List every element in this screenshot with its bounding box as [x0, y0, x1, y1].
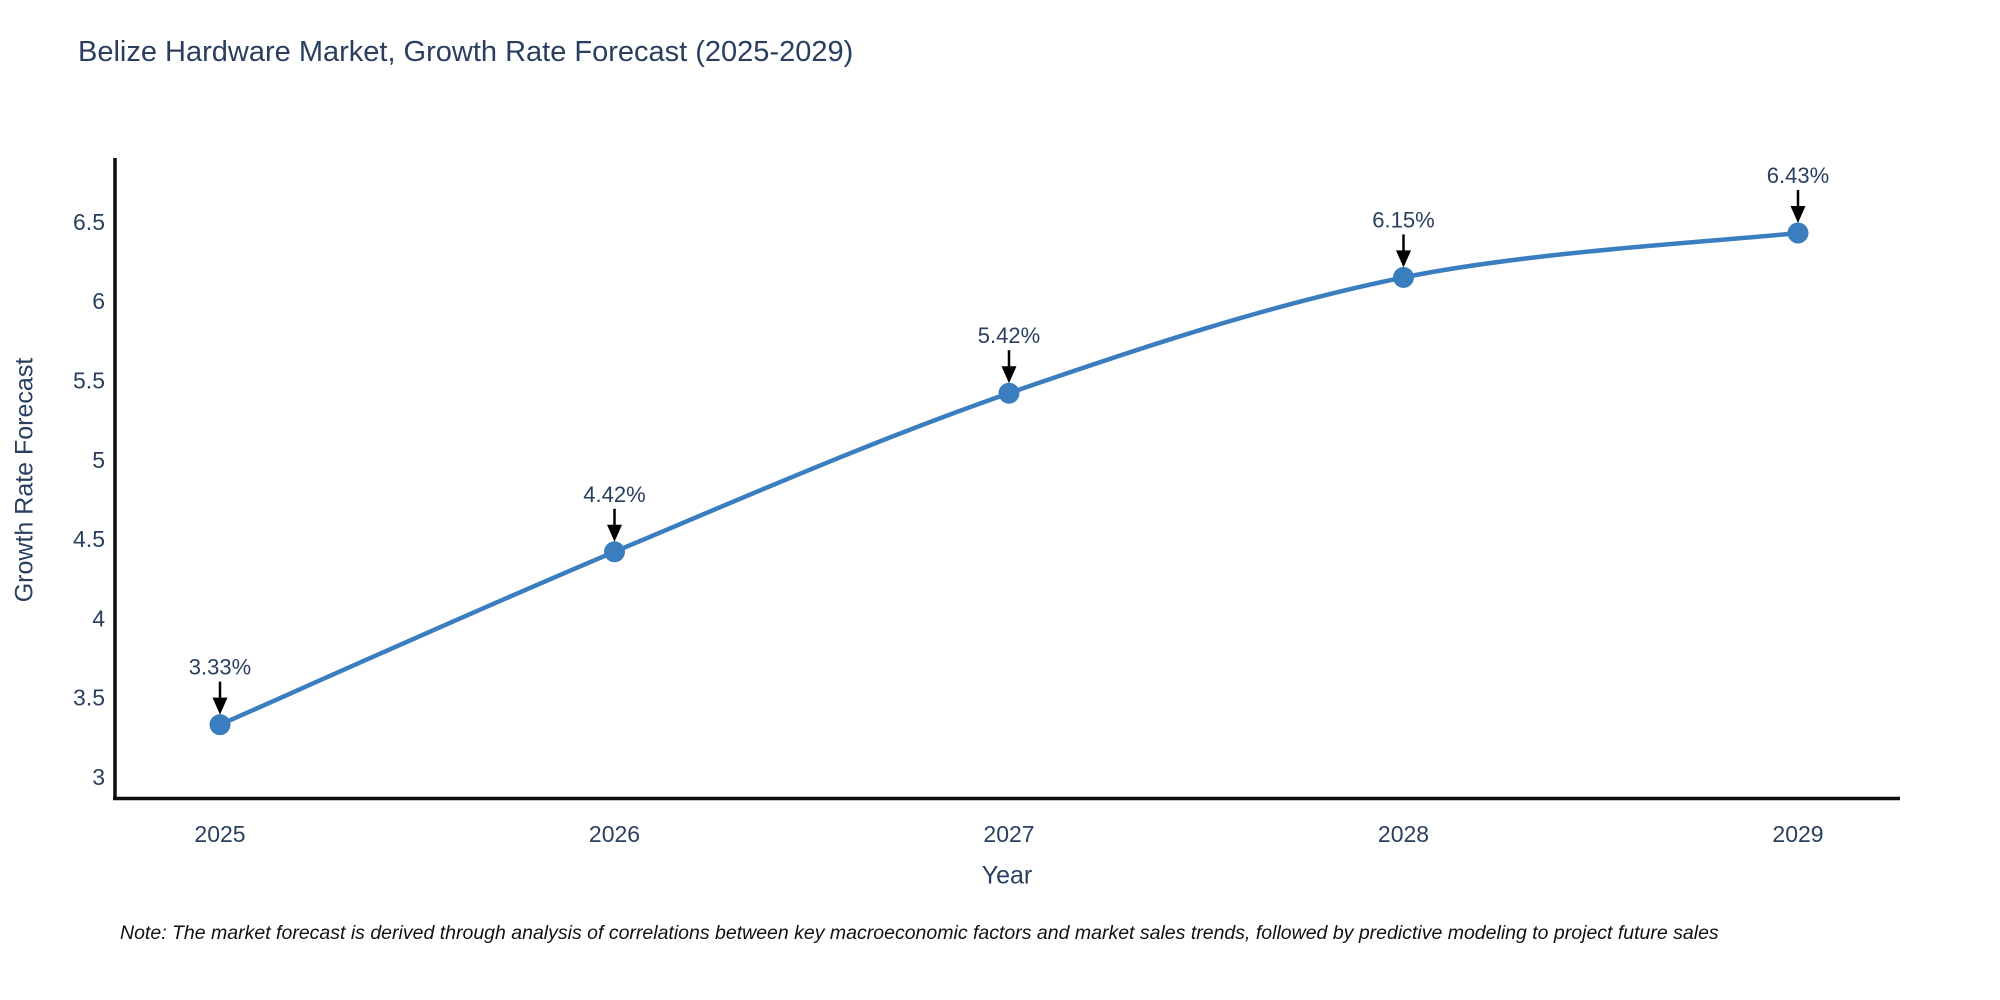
y-tick-label: 6 — [92, 288, 105, 314]
x-tick-label: 2028 — [1378, 821, 1429, 847]
x-tick-label: 2026 — [589, 821, 640, 847]
annotation-arrow-head-icon — [212, 697, 228, 715]
point-annotation-label: 4.42% — [583, 482, 645, 507]
point-annotation-label: 3.33% — [189, 655, 251, 680]
y-tick-labels: 3 3.5 4 4.5 5 5.5 6 6.5 — [73, 209, 105, 790]
point-annotation-label: 5.42% — [978, 323, 1040, 348]
point-annotation-label: 6.15% — [1372, 207, 1434, 232]
y-tick-label: 5.5 — [73, 368, 105, 394]
point-annotations: 3.33% 4.42% 5.42% 6.15% 6.43% — [189, 163, 1829, 715]
y-tick-label: 4.5 — [73, 526, 105, 552]
x-tick-label: 2025 — [194, 821, 245, 847]
axes — [113, 158, 1900, 801]
annotation-arrow-head-icon — [1396, 250, 1411, 268]
annotation-arrow-head-icon — [1001, 366, 1017, 384]
x-tick-label: 2027 — [983, 821, 1034, 847]
annotation-arrow-head-icon — [1790, 206, 1806, 224]
point-annotation-label: 6.43% — [1767, 163, 1829, 188]
y-tick-label: 3 — [92, 764, 105, 790]
forecast-line — [217, 230, 1801, 727]
forecast-line-series — [209, 222, 1809, 736]
data-point-marker[interactable] — [998, 382, 1020, 404]
data-point-marker[interactable] — [1787, 222, 1809, 244]
data-point-marker[interactable] — [209, 714, 231, 736]
x-tick-label: 2029 — [1772, 821, 1823, 847]
y-tick-label: 5 — [92, 447, 105, 473]
y-tick-label: 4 — [92, 605, 105, 631]
y-tick-label: 6.5 — [73, 209, 105, 235]
axis-spines — [113, 158, 1900, 801]
methodology-note: Note: The market forecast is derived thr… — [120, 922, 1719, 944]
annotation-arrow-head-icon — [607, 524, 622, 542]
x-tick-labels: 2025 2026 2027 2028 2029 — [194, 821, 1823, 847]
x-axis-title: Year — [981, 861, 1033, 890]
data-point-marker[interactable] — [1393, 266, 1414, 288]
data-point-marker[interactable] — [604, 541, 625, 563]
y-tick-label: 3.5 — [73, 685, 105, 711]
chart-title: Belize Hardware Market, Growth Rate Fore… — [78, 36, 854, 68]
